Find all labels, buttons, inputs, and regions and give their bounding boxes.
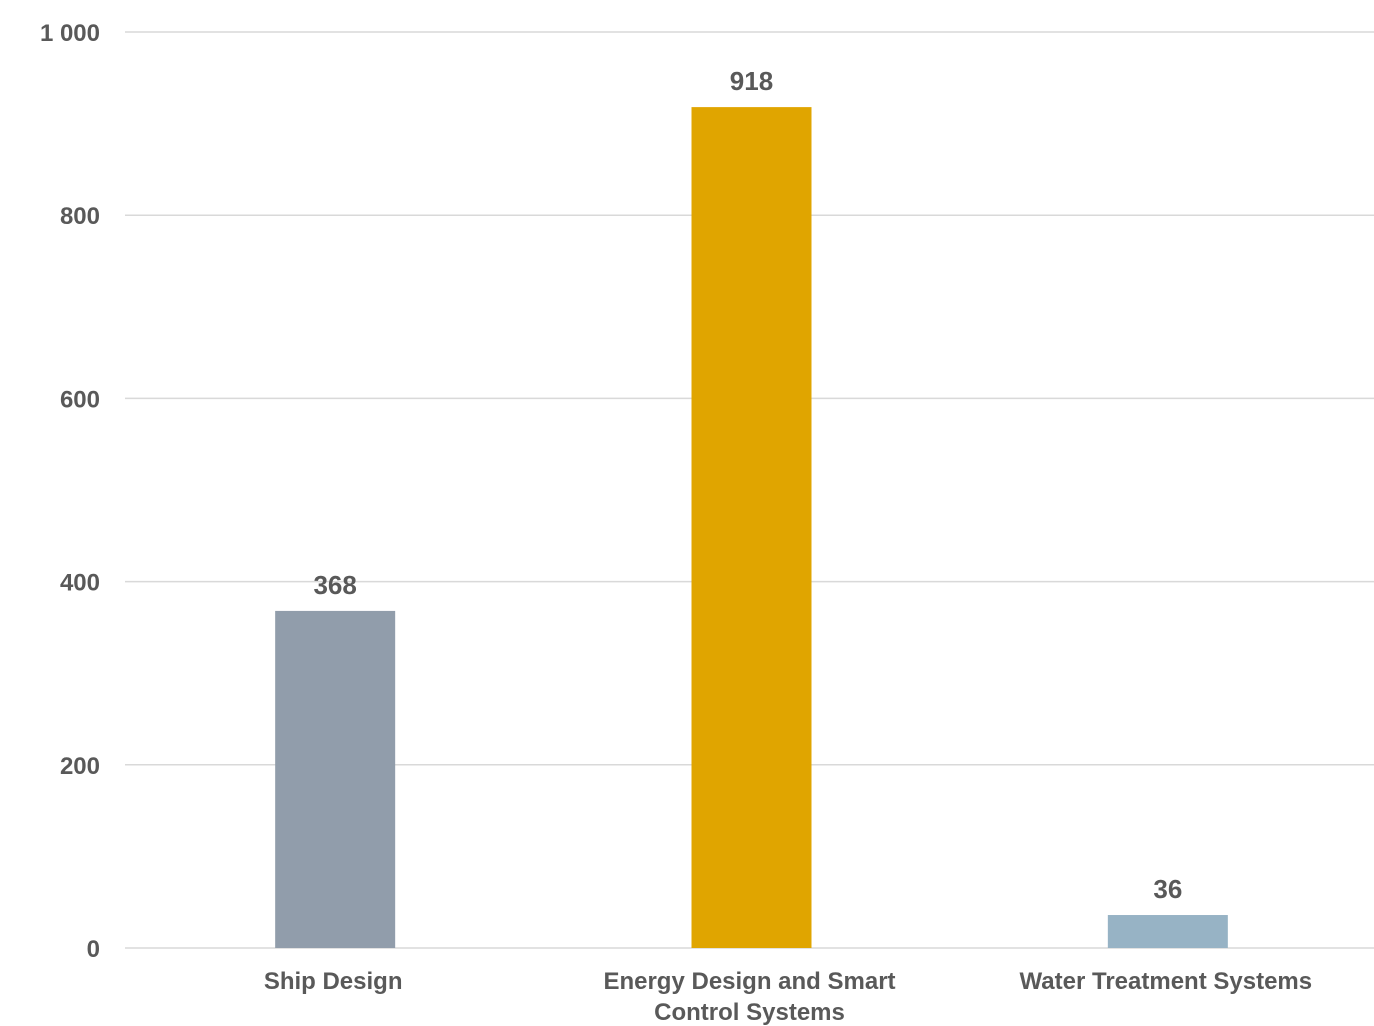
bars <box>275 107 1228 948</box>
category-label-1-line-0: Energy Design and Smart <box>603 968 895 995</box>
category-label-0: Ship Design <box>264 968 403 995</box>
category-label-0-line-0: Ship Design <box>264 968 403 995</box>
data-label-0: 368 <box>313 570 356 600</box>
bar-0 <box>275 610 396 948</box>
y-tick-label-400: 400 <box>60 570 100 597</box>
y-axis-tick-labels: 0 200 400 600 800 1 000 <box>40 20 100 963</box>
y-tick-label-1000: 1 000 <box>40 20 100 47</box>
bar-2 <box>1107 915 1228 948</box>
data-label-1: 918 <box>730 66 773 96</box>
data-labels: 368 918 36 <box>313 66 1182 904</box>
category-label-1: Energy Design and Smart Control Systems <box>603 968 895 1026</box>
category-labels: Ship Design Energy Design and Smart Contro… <box>264 968 1312 1026</box>
data-label-2: 36 <box>1153 874 1182 904</box>
category-label-2: Water Treatment Systems <box>1020 968 1313 995</box>
y-tick-label-600: 600 <box>60 386 100 413</box>
category-label-2-line-0: Water Treatment Systems <box>1020 968 1313 995</box>
bar-1 <box>691 107 812 948</box>
y-tick-label-200: 200 <box>60 753 100 780</box>
y-tick-label-800: 800 <box>60 203 100 230</box>
category-label-1-line-1: Control Systems <box>654 999 845 1026</box>
y-tick-label-0: 0 <box>87 936 100 963</box>
